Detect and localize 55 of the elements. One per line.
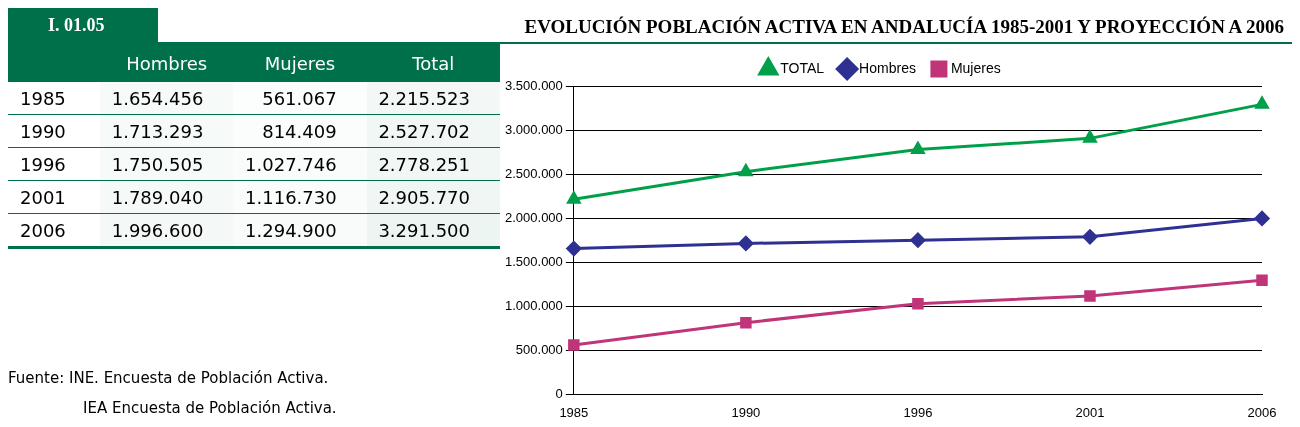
- data-label: 2.215.523: [366, 82, 500, 115]
- y-tick-label: 1.500.000: [504, 253, 563, 269]
- x-tick-label: 1985: [559, 404, 589, 420]
- chart-title: EVOLUCIÓN POBLACIÓN ACTIVA EN ANDALUCÍA 1985-2001 Y PROYECCIÓN A 2006: [524, 16, 1284, 37]
- point: [912, 298, 924, 310]
- data-label: 561.067: [233, 82, 367, 115]
- point: [1256, 274, 1268, 287]
- data-label: 1.750.505: [100, 147, 234, 181]
- heading-box: I. 01.05: [8, 8, 158, 42]
- data-label: 2.527.702: [366, 114, 500, 148]
- data-label: 1.789.040: [100, 180, 234, 214]
- point: [1254, 210, 1270, 226]
- point: [1255, 96, 1269, 109]
- point: [911, 142, 925, 155]
- x-tick-label: Hombres: [125, 51, 209, 76]
- y-tick-label: 1985: [8, 82, 100, 115]
- point: [1083, 130, 1097, 143]
- data-label: 814.409: [233, 114, 367, 148]
- point: [1082, 229, 1098, 245]
- x-tick-label: 2001: [1075, 404, 1105, 420]
- data-label: 1.713.293: [100, 114, 234, 148]
- point: [910, 232, 926, 248]
- point: [566, 241, 582, 257]
- x-tick-label: 1996: [903, 404, 933, 420]
- y-tick-label: 1990: [8, 114, 100, 148]
- source-note: Fuente: INE. Encuesta de Población Activa.: [8, 369, 329, 387]
- x-tick-label: 2006: [1247, 404, 1277, 420]
- point: [739, 164, 753, 177]
- point: [567, 191, 581, 204]
- y-tick-label: 1996: [8, 147, 100, 181]
- y-tick-label: 500.000: [515, 341, 563, 357]
- y-tick-label: 3.000.000: [504, 121, 563, 137]
- x-tick-label: 1990: [731, 404, 761, 420]
- y-tick-label: 3.500.000: [504, 77, 563, 93]
- y-tick-label: 2001: [8, 180, 100, 214]
- data-label: 1.294.900: [233, 213, 367, 248]
- data-label: 1.116.730: [233, 180, 367, 214]
- y-tick-label: 0: [555, 385, 563, 401]
- x-tick-label: Total: [411, 51, 456, 76]
- y-tick-label: 1.000.000: [504, 297, 563, 313]
- point: [740, 316, 752, 329]
- data-label: 1.027.746: [233, 147, 367, 181]
- legend-label: TOTAL: [780, 59, 825, 76]
- y-tick-label: 2006: [8, 213, 100, 248]
- y-tick-label: 2.000.000: [504, 209, 563, 225]
- data-label: 1.654.456: [100, 82, 234, 115]
- y-tick-label: 2.500.000: [504, 165, 563, 181]
- data-label: 2.778.251: [366, 147, 500, 181]
- data-label: 1.996.600: [100, 213, 234, 248]
- x-tick-label: Mujeres: [263, 51, 337, 76]
- data-label: 3.291.500: [366, 213, 500, 248]
- text: IEA Encuesta de Población Activa.: [83, 399, 337, 417]
- data-label: 2.905.770: [366, 180, 500, 214]
- point: [738, 235, 754, 251]
- point: [1084, 290, 1096, 302]
